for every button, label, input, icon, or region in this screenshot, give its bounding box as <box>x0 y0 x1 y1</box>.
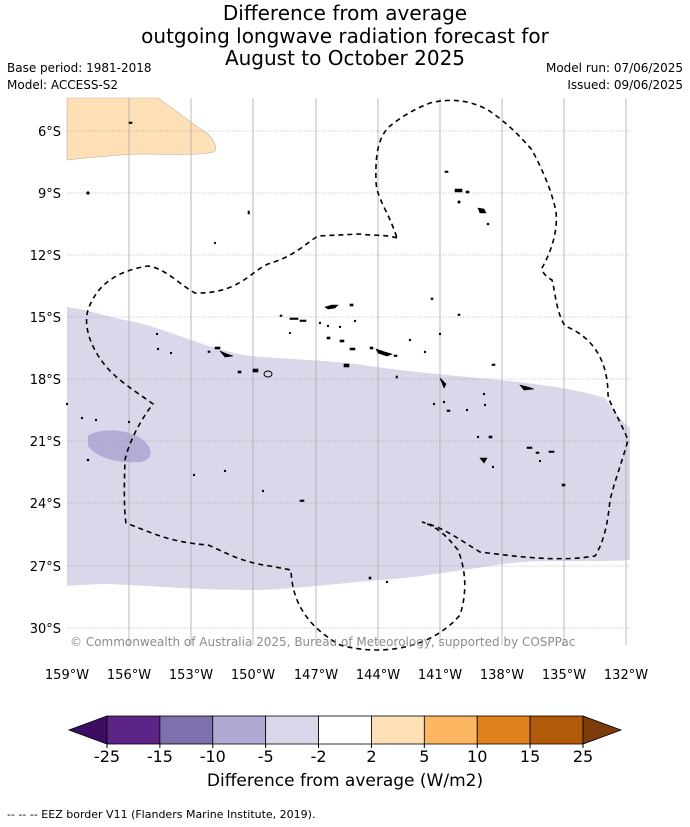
colorbar-tick-label: 15 <box>520 747 540 766</box>
lat-label: 30°S <box>30 622 61 637</box>
gridlines <box>67 130 631 629</box>
colorbar-cell <box>265 715 319 745</box>
meta-right: Model run: 07/06/2025 Issued: 09/06/2025 <box>546 60 683 94</box>
base-period: Base period: 1981-2018 <box>7 61 152 75</box>
region-neg10-neg5 <box>88 430 151 463</box>
model-run: Model run: 07/06/2025 <box>545 61 683 75</box>
colorbar-cell <box>529 715 584 745</box>
meta-left: Base period: 1981-2018 Model: ACCESS-S2 <box>7 60 152 94</box>
colorbar-cells <box>106 715 584 745</box>
colorbar-tick-label: -15 <box>147 747 173 766</box>
islands <box>65 121 566 584</box>
latitude-axis: 6°S 9°S 12°S 15°S 18°S 21°S 24°S 27°S 30… <box>30 125 61 637</box>
lon-label: 138°W <box>480 668 524 683</box>
colorbar-under-arrow <box>67 715 108 745</box>
colorbar-tick-label: -2 <box>311 747 327 766</box>
colorbar-ticks: -25 -15 -10 -5 -2 2 5 10 15 25 <box>94 744 593 766</box>
footer-eez-note: -- -- -- EEZ border V11 (Flanders Marine… <box>7 808 316 821</box>
lon-label: 141°W <box>418 668 462 683</box>
title-line-2: outgoing longwave radiation forecast for <box>141 23 549 48</box>
colorbar-cell <box>159 715 214 745</box>
lat-label: 12°S <box>30 249 61 264</box>
model-name: Model: ACCESS-S2 <box>7 78 119 92</box>
lat-label: 18°S <box>30 373 61 388</box>
issued-date: Issued: 09/06/2025 <box>567 78 683 92</box>
colorbar-cell <box>476 715 531 745</box>
colorbar-tick-label: -10 <box>200 747 226 766</box>
colorbar-cell <box>371 715 425 745</box>
lat-label: 27°S <box>30 560 61 575</box>
lon-label: 156°W <box>107 668 151 683</box>
colorbar-tick-label: -5 <box>258 747 274 766</box>
chart-title: Difference from average outgoing longwav… <box>0 2 690 70</box>
lon-label: 147°W <box>294 668 338 683</box>
colorbar-cell <box>106 715 161 745</box>
colorbar-over-arrow <box>582 715 623 745</box>
longitude-axis: 159°W 156°W 153°W 150°W 147°W 144°W 141°… <box>45 668 648 683</box>
colorbar-tick-label: 5 <box>419 747 429 766</box>
lat-label: 9°S <box>38 187 61 202</box>
lat-label: 15°S <box>30 311 61 326</box>
lat-label: 6°S <box>38 125 61 140</box>
lat-label: 24°S <box>30 497 61 512</box>
lon-label: 153°W <box>169 668 213 683</box>
colorbar-tick-label: 25 <box>573 747 593 766</box>
region-neg5-neg2 <box>67 307 630 590</box>
colorbar-label: Difference from average (W/m2) <box>206 771 484 791</box>
colorbar-cell <box>318 715 372 745</box>
lon-label: 159°W <box>45 668 89 683</box>
colorbar-cell <box>423 715 478 745</box>
title-line-3: August to October 2025 <box>224 46 466 70</box>
map-copyright: © Commonwealth of Australia 2025, Bureau… <box>70 635 575 649</box>
colorbar-tick-label: -25 <box>94 747 120 766</box>
lon-label: 135°W <box>542 668 586 683</box>
colorbar-tick-label: 10 <box>467 747 487 766</box>
lon-label: 150°W <box>231 668 275 683</box>
lon-label: 144°W <box>356 668 400 683</box>
lat-label: 21°S <box>30 435 61 450</box>
eez-border <box>85 99 629 651</box>
lon-label: 132°W <box>604 668 648 683</box>
colorbar: -25 -15 -10 -5 -2 2 5 10 15 25 <box>67 715 623 766</box>
colorbar-cell <box>212 715 267 745</box>
title-line-1: Difference from average <box>222 1 468 25</box>
colorbar-tick-label: 2 <box>366 747 376 766</box>
